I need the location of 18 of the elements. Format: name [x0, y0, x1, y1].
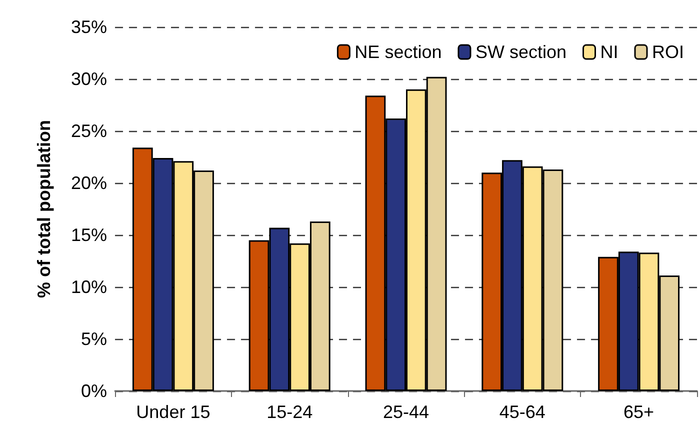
legend-label: NE section	[354, 42, 442, 62]
y-tick-label: 5%	[80, 329, 107, 349]
y-tick-label: 0%	[80, 381, 107, 401]
y-axis-title: % of total population	[34, 120, 54, 298]
y-tick-label: 10%	[70, 277, 107, 297]
y-tick-label: 25%	[70, 121, 107, 141]
legend-label: SW section	[475, 42, 566, 62]
x-tick-label: Under 15	[136, 402, 210, 422]
legend-label: ROI	[652, 42, 684, 62]
x-tick-label: 25-44	[382, 402, 430, 422]
y-tick-label: 15%	[70, 225, 107, 245]
y-tick-label: 20%	[70, 173, 107, 193]
x-tick-label: 65+	[624, 402, 654, 422]
legend-label: NI	[600, 42, 618, 62]
y-tick-label: 30%	[70, 69, 107, 89]
y-tick-label: 35%	[70, 17, 107, 37]
x-tick-label: 15-24	[266, 402, 313, 422]
x-tick-label: 45-64	[499, 402, 546, 422]
